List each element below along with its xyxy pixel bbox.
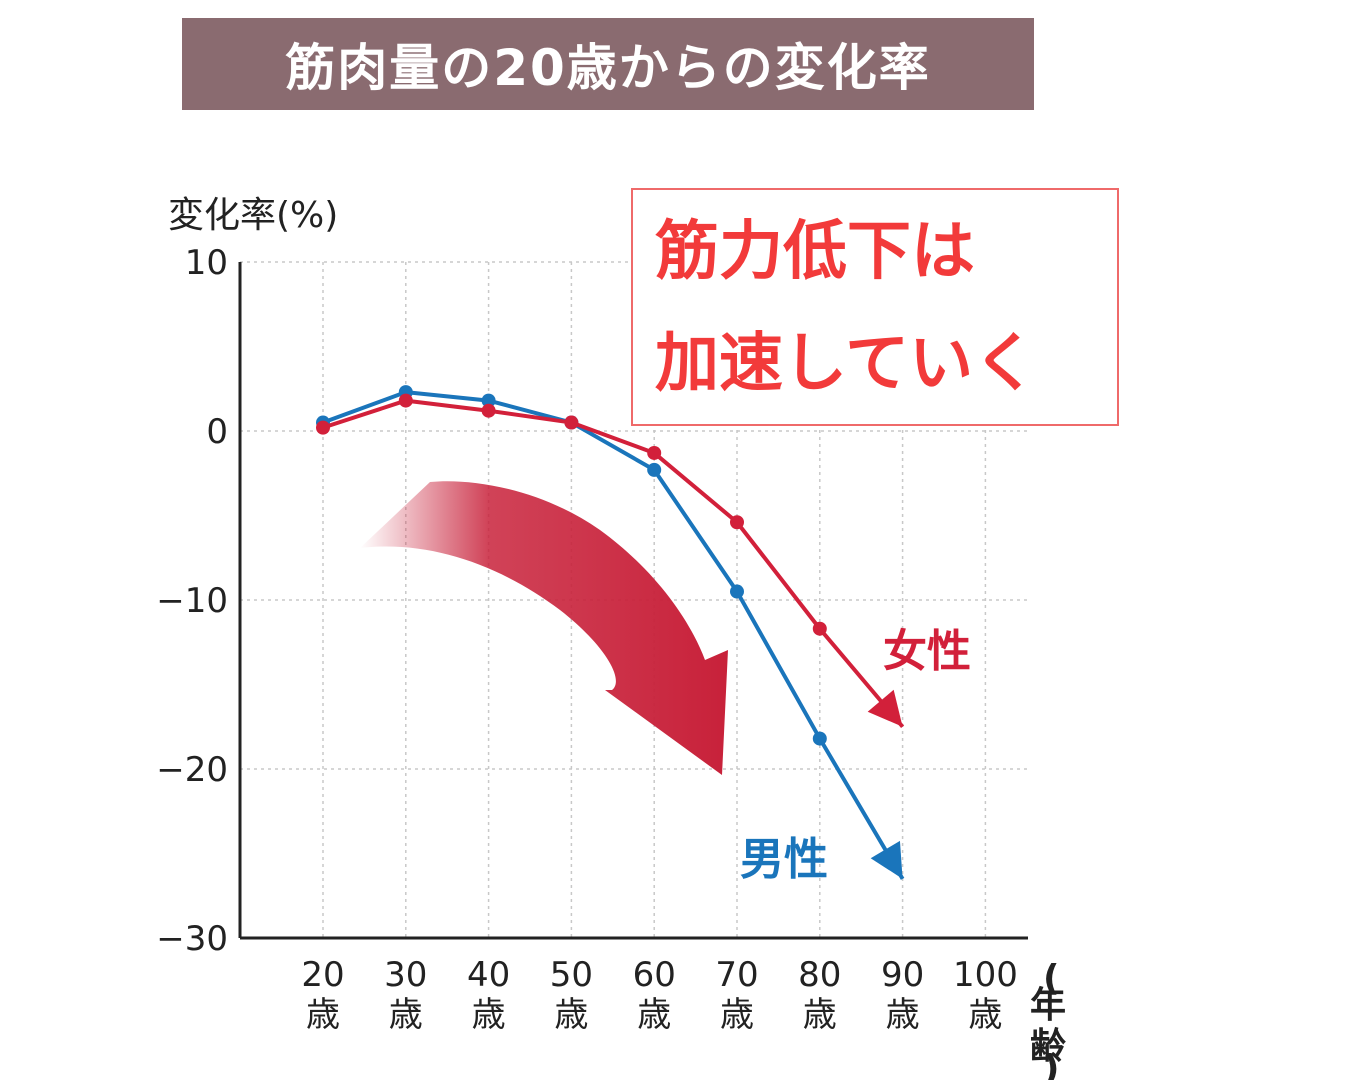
series-arrowhead — [867, 689, 903, 727]
x-tick-suffix: 歳 — [306, 995, 340, 1035]
x-tick-label: 80 — [798, 955, 841, 995]
data-point — [812, 731, 827, 746]
series-layer — [316, 385, 905, 880]
decline-arrow — [360, 481, 728, 775]
y-tick-label: 10 — [185, 243, 228, 283]
y-tick-label: 0 — [206, 412, 228, 452]
data-point — [647, 462, 662, 477]
x-tick-label: 70 — [715, 955, 758, 995]
x-tick-label: 100 — [953, 955, 1018, 995]
data-point — [481, 403, 496, 418]
y-tick-labels: 10 0 −10 −20 −30 — [156, 243, 228, 959]
annotation-line-2: 加速していく — [655, 327, 1038, 401]
data-point — [481, 393, 496, 408]
x-tick-suffix: 歳 — [389, 995, 423, 1035]
x-tick-label: 20 — [301, 955, 344, 995]
x-tick-label: 40 — [467, 955, 510, 995]
x-unit-4: ) — [1043, 1048, 1059, 1080]
axes — [238, 262, 1028, 940]
data-point — [647, 445, 662, 460]
x-unit-1: ( — [1043, 958, 1059, 999]
annotation-box: 筋力低下は 加速していく — [631, 188, 1119, 426]
series-label-female: 女性 — [883, 626, 971, 677]
y-axis-label: 変化率(%) — [168, 195, 339, 236]
data-point — [316, 420, 330, 435]
x-tick-suffix: 歳 — [472, 995, 506, 1035]
data-point — [564, 415, 579, 430]
x-tick-label: 50 — [550, 955, 593, 995]
x-tick-label: 90 — [881, 955, 924, 995]
data-point — [398, 393, 413, 408]
y-tick-label: −20 — [156, 750, 228, 790]
chart-title: 筋肉量の20歳からの変化率 — [182, 18, 1034, 110]
x-tick-suffix: 歳 — [886, 995, 920, 1035]
x-tick-label: 60 — [633, 955, 676, 995]
series-line-女性 — [322, 398, 905, 729]
x-unit-2: 年 — [1030, 985, 1066, 1026]
annotation-line-1: 筋力低下は — [655, 215, 975, 289]
x-tick-suffix: 歳 — [968, 995, 1002, 1035]
x-unit-3: 齢 — [1030, 1026, 1066, 1067]
series-arrowhead — [870, 840, 903, 879]
series-line-男性 — [322, 390, 905, 880]
data-point — [812, 621, 827, 636]
x-tick-suffix: 歳 — [803, 995, 837, 1035]
x-tick-suffix: 歳 — [720, 995, 754, 1035]
data-point — [730, 515, 744, 530]
y-tick-label: −10 — [156, 581, 228, 621]
data-point — [730, 584, 744, 599]
x-tick-label: 30 — [384, 955, 427, 995]
y-tick-label: −30 — [156, 919, 228, 959]
series-label-male: 男性 — [740, 834, 828, 885]
x-tick-suffix: 歳 — [637, 995, 671, 1035]
x-tick-suffix: 歳 — [554, 995, 588, 1035]
